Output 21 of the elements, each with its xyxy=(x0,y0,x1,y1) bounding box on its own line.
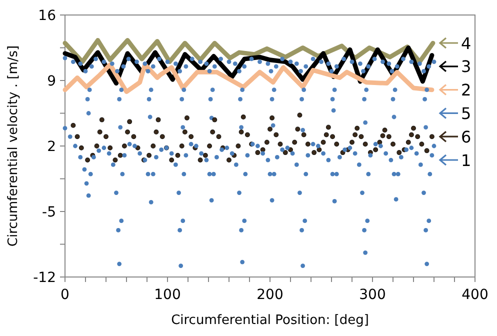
y-tick-label: -12 xyxy=(33,270,56,286)
y-tick-label: -5 xyxy=(42,204,56,220)
x-tick-label: 400 xyxy=(462,287,488,303)
x-tick-label: 200 xyxy=(256,287,284,303)
y-tick-label: 16 xyxy=(38,8,56,24)
line-series xyxy=(62,62,434,94)
y-tick-label: 9 xyxy=(47,73,56,90)
legend-label: 2 xyxy=(461,80,472,100)
line-series xyxy=(62,38,436,64)
legend-label: 3 xyxy=(461,57,472,76)
legend-label: 5 xyxy=(461,104,472,123)
x-tick-label: 300 xyxy=(359,287,386,303)
x-axis-title: Circumferential Position: [deg] xyxy=(171,313,369,328)
legend-label: 6 xyxy=(461,127,472,146)
legend-label: 4 xyxy=(461,34,472,53)
line-series xyxy=(62,46,434,86)
y-axis-title: Circumferential velocity . [m/s] xyxy=(6,45,21,247)
x-tick-label: 100 xyxy=(154,287,181,303)
x-tick-label: 0 xyxy=(60,287,70,303)
legend-label: 1 xyxy=(461,150,472,170)
y-tick-label: 2 xyxy=(47,138,56,155)
